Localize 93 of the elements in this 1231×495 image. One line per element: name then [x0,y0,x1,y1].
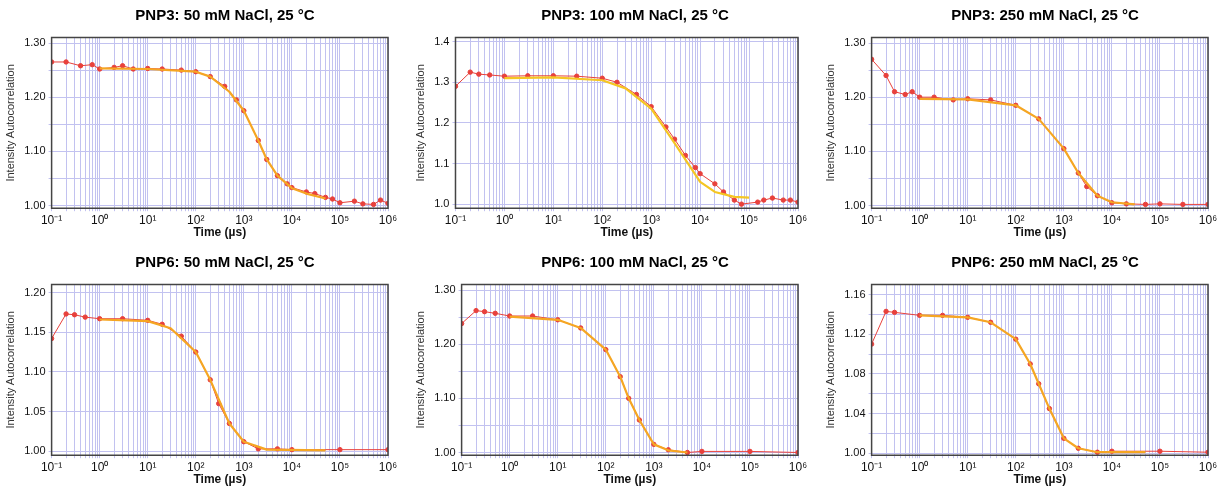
x-tick-label: 10⁶ [788,459,808,474]
y-tick-label: 1.15 [24,325,46,338]
x-tick-label: 10³ [642,212,660,227]
y-tick-label: 1.1 [434,156,450,169]
x-tick-label: 10⁵ [740,459,760,474]
chart-title: PNP3: 100 mM NaCl, 25 °C [540,5,730,25]
y-tick-label: 1.00 [844,446,866,459]
x-tick-label: 10² [1007,459,1025,474]
x-axis-title: Time (µs) [193,225,247,240]
y-axis-title: Intensity Autocorrelation [823,311,836,429]
x-axis-title: Time (µs) [1013,472,1067,487]
x-tick-label: 10⁴ [282,459,302,474]
y-axis-title: Intensity Autocorrelation [3,311,16,429]
x-tick-label: 10⁻¹ [40,459,63,474]
y-tick-label: 1.10 [24,144,46,157]
x-tick-label: 10⁵ [1150,212,1170,227]
y-tick-label: 1.20 [844,90,866,103]
x-tick-label: 10⁰ [90,212,109,227]
x-tick-label: 10⁵ [1150,459,1170,474]
chart-title: PNP6: 100 mM NaCl, 25 °C [540,252,730,272]
y-axis-title: Intensity Autocorrelation [823,64,836,182]
y-tick-label: 1.00 [24,444,46,457]
x-tick-label: 10³ [1055,459,1073,474]
x-tick-label: 10⁶ [788,212,808,227]
y-tick-label: 1.08 [844,366,866,379]
x-axis-title: Time (µs) [600,225,654,240]
x-tick-label: 10² [593,212,611,227]
y-tick-label: 1.16 [844,287,866,300]
x-tick-label: 10⁰ [495,212,514,227]
chart-title: PNP3: 50 mM NaCl, 25 °C [134,5,316,25]
x-axis-title: Time (µs) [603,472,657,487]
y-tick-label: 1.30 [844,36,866,49]
y-tick-label: 1.05 [24,404,46,417]
x-tick-label: 10¹ [139,212,157,227]
x-tick-label: 10¹ [139,459,157,474]
x-tick-label: 10¹ [549,459,567,474]
y-tick-label: 1.0 [434,197,450,210]
y-axis-title: Intensity Autocorrelation [413,64,426,182]
x-tick-label: 10⁶ [1198,459,1218,474]
x-tick-label: 10¹ [544,212,563,227]
chart-title: PNP6: 250 mM NaCl, 25 °C [950,252,1140,272]
x-tick-label: 10⁴ [690,212,710,227]
x-tick-label: 10⁴ [1102,212,1122,227]
x-tick-label: 10¹ [959,212,977,227]
y-tick-label: 1.12 [844,327,866,340]
x-tick-label: 10² [187,459,205,474]
y-tick-label: 1.00 [434,445,456,458]
x-axis-title: Time (µs) [193,472,247,487]
x-tick-label: 10⁵ [330,459,350,474]
x-tick-label: 10⁰ [910,212,929,227]
x-tick-label: 10⁴ [1102,459,1122,474]
x-tick-label: 10⁻¹ [40,212,63,227]
y-axis-title: Intensity Autocorrelation [3,64,16,182]
y-tick-label: 1.10 [434,391,456,404]
x-tick-label: 10¹ [959,459,977,474]
y-tick-label: 1.2 [434,115,450,128]
x-tick-label: 10⁶ [378,212,398,227]
y-tick-label: 1.20 [24,285,46,298]
x-tick-label: 10⁻¹ [450,459,473,474]
x-tick-label: 10⁰ [500,459,519,474]
chart-title: PNP3: 250 mM NaCl, 25 °C [950,5,1140,25]
x-tick-label: 10⁻¹ [860,459,883,474]
y-tick-label: 1.4 [434,34,450,47]
y-tick-label: 1.3 [434,75,450,88]
x-tick-label: 10² [1007,212,1025,227]
x-tick-label: 10⁰ [910,459,929,474]
x-tick-label: 10² [187,212,205,227]
x-tick-label: 10³ [645,459,663,474]
y-tick-label: 1.30 [434,283,456,296]
x-tick-label: 10⁶ [1198,212,1218,227]
x-tick-label: 10² [597,459,615,474]
x-tick-label: 10⁵ [739,212,759,227]
x-tick-label: 10⁻¹ [860,212,883,227]
y-tick-label: 1.10 [24,364,46,377]
y-tick-label: 1.04 [844,406,866,419]
y-tick-label: 1.30 [24,36,46,49]
x-tick-label: 10³ [235,459,253,474]
x-axis-title: Time (µs) [1013,225,1067,240]
y-axis-title: Intensity Autocorrelation [413,311,426,429]
x-tick-label: 10⁴ [692,459,712,474]
y-tick-label: 1.20 [24,90,46,103]
y-tick-label: 1.00 [24,198,46,211]
y-tick-label: 1.00 [844,198,866,211]
x-tick-label: 10⁻¹ [444,212,467,227]
y-tick-label: 1.20 [434,337,456,350]
x-tick-label: 10⁴ [282,212,302,227]
x-tick-label: 10³ [1055,212,1073,227]
x-tick-label: 10⁶ [378,459,398,474]
chart-title: PNP6: 50 mM NaCl, 25 °C [134,252,316,272]
x-tick-label: 10³ [235,212,253,227]
x-tick-label: 10⁵ [330,212,350,227]
x-tick-label: 10⁰ [90,459,109,474]
y-tick-label: 1.10 [844,144,866,157]
